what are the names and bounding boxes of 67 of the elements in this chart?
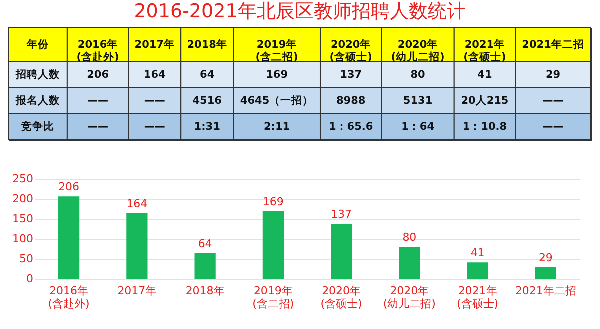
bar xyxy=(399,247,420,279)
text: 2017年 xyxy=(134,38,175,51)
bar xyxy=(126,213,148,279)
text: 1：65.6 xyxy=(328,120,374,133)
bar xyxy=(331,224,352,279)
text: 报名人数 xyxy=(16,94,60,107)
text: 164 xyxy=(126,197,148,210)
text: 206 xyxy=(58,180,80,194)
text: 41 xyxy=(470,246,485,260)
data-label: 137 xyxy=(340,68,362,81)
data-label: 64 xyxy=(200,68,215,81)
text: 2:11 xyxy=(264,120,290,133)
y-tick-label: 250 xyxy=(12,172,34,186)
text: 2018年 xyxy=(187,38,228,51)
text: —— xyxy=(144,94,166,107)
bar xyxy=(262,211,284,279)
y-tick-label: 100 xyxy=(12,232,34,246)
data-label: 80 xyxy=(410,68,426,81)
text: 2016-2021年北辰区教师招聘人数统计 xyxy=(134,0,466,22)
data-label: 206 xyxy=(87,68,109,81)
x-tick-label: 2018年 xyxy=(186,284,225,298)
bar xyxy=(467,262,488,279)
bar xyxy=(58,196,80,279)
x-tick-label: 2019年 (含二招) xyxy=(252,284,294,310)
x-tick-label: 2020年 (幼儿二招) xyxy=(383,284,436,310)
x-tick-label: 2021年 (含硕士) xyxy=(457,284,499,310)
text: 2021年 (含硕士) xyxy=(464,38,506,64)
text: 4645（一招） xyxy=(240,94,314,107)
text: —— xyxy=(542,120,564,133)
x-tick-label: 2020年 (含硕士) xyxy=(320,284,362,310)
bar xyxy=(535,267,556,279)
text: —— xyxy=(88,120,109,133)
y-tick-label: 0 xyxy=(26,272,34,286)
data-label: 29 xyxy=(546,68,561,81)
text: 1：10.8 xyxy=(462,120,508,133)
text: 2016年 (含赴外) xyxy=(76,38,120,64)
text: 2020年 (含硕士) xyxy=(330,38,372,64)
text: 2019年 (含二招) xyxy=(256,38,298,64)
text: —— xyxy=(88,94,109,107)
text: —— xyxy=(144,120,166,133)
text: 竞争比 xyxy=(22,120,55,133)
x-tick-label: 2016年 (含赴外) xyxy=(48,284,90,310)
data-label: 164 xyxy=(144,68,166,81)
text: 5131 xyxy=(403,94,433,107)
bar xyxy=(194,253,216,279)
data-label: 169 xyxy=(266,68,288,81)
text: 1：64 xyxy=(402,120,434,133)
text: 招聘人数 xyxy=(16,68,60,81)
text: 2020年 (幼儿二招) xyxy=(391,38,445,64)
text: 2021年二招 xyxy=(522,38,584,51)
text: 137 xyxy=(331,208,352,222)
y-tick-label: 200 xyxy=(12,192,34,206)
x-tick-label: 2021年二招 xyxy=(515,284,576,298)
text: 1:31 xyxy=(194,120,220,133)
text: 169 xyxy=(262,195,284,208)
text: 29 xyxy=(538,251,553,264)
text: 80 xyxy=(402,231,417,244)
text: —— xyxy=(542,94,564,107)
y-tick-label: 50 xyxy=(20,252,34,266)
data-label: 41 xyxy=(478,68,492,81)
y-tick-label: 150 xyxy=(12,212,34,226)
text: 8988 xyxy=(336,94,366,107)
text: 64 xyxy=(198,237,212,250)
text: 20人215 xyxy=(461,94,509,107)
text: 4516 xyxy=(192,94,222,107)
text: 年份 xyxy=(27,38,50,51)
x-tick-label: 2017年 xyxy=(118,284,157,298)
